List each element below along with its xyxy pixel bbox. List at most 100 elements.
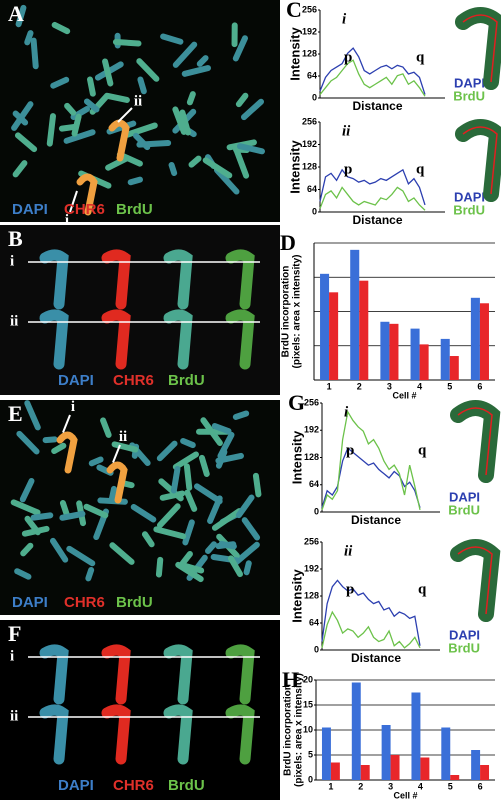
chromosome	[243, 560, 252, 576]
chromosome	[124, 122, 158, 138]
chromosome	[178, 562, 205, 574]
chromosome	[39, 704, 69, 765]
bar	[321, 727, 331, 780]
chromosome	[225, 704, 255, 765]
y-tick-label: 0	[312, 92, 317, 102]
chromosome	[42, 436, 58, 444]
stain-label: CHR6	[64, 594, 105, 611]
x-tick-label: 5	[448, 781, 453, 791]
legend-entry: BrdU	[448, 502, 480, 517]
chromosome	[50, 76, 70, 89]
x-tick-label: 4	[417, 381, 422, 391]
chromosome	[227, 555, 244, 578]
arrow-label: i	[65, 212, 69, 228]
chromosome	[127, 176, 144, 186]
chromosome	[188, 155, 202, 168]
x-tick-label: 2	[358, 781, 363, 791]
chromosome	[64, 102, 77, 116]
chromosome	[21, 525, 50, 537]
y-axis-label: Intensity	[289, 569, 304, 623]
bar	[360, 765, 370, 780]
chromosome	[179, 109, 192, 136]
chromosome	[109, 542, 135, 565]
chromosome	[101, 309, 131, 370]
y-tick-label: 128	[302, 48, 317, 58]
chromosome	[137, 76, 147, 95]
chromosome	[202, 157, 233, 179]
chromosome	[130, 503, 157, 523]
chromosome	[183, 463, 193, 491]
profile-line	[321, 447, 421, 508]
chromosome	[85, 566, 95, 582]
bar	[419, 344, 429, 380]
chromosome	[163, 249, 193, 310]
y-tick-label: 256	[304, 397, 319, 407]
chromosome	[213, 167, 240, 195]
x-tick-label: 1	[328, 781, 333, 791]
panel-letter: D	[280, 230, 296, 255]
y-axis-label: BrdU incorporation	[281, 266, 292, 358]
chromosome	[58, 123, 79, 132]
bar	[380, 321, 390, 380]
bar	[480, 765, 490, 780]
profile-line	[319, 47, 426, 95]
bar	[449, 356, 459, 380]
y-tick-label: 15	[303, 699, 313, 709]
chromosome	[225, 309, 255, 370]
bar	[470, 297, 480, 380]
stain-label: DAPI	[58, 372, 94, 389]
x-tick-label: 6	[478, 781, 483, 791]
stain-label: BrdU	[168, 372, 205, 389]
y-tick-label: 0	[308, 774, 313, 784]
y-tick-label: 64	[309, 479, 319, 489]
chromosome	[233, 146, 250, 179]
stain-label: DAPI	[58, 777, 94, 794]
chromosome	[184, 489, 198, 512]
x-tick-label: 2	[357, 381, 362, 391]
chromosome	[181, 65, 212, 77]
y-tick-label: 64	[307, 70, 317, 80]
bar	[450, 775, 460, 780]
chromosome	[59, 510, 86, 521]
chromosome	[252, 472, 262, 498]
subtitle: ii	[342, 123, 351, 139]
chromosome	[156, 440, 178, 462]
chromosome	[163, 309, 193, 370]
chromosome	[172, 106, 187, 135]
chromosome	[112, 38, 142, 47]
highlight-chromosome	[106, 461, 128, 504]
stain-label: BrdU	[116, 201, 153, 218]
annotation: q	[418, 442, 427, 458]
x-tick-label: 4	[418, 781, 423, 791]
y-tick-label: 192	[304, 425, 319, 435]
highlight-chromosome	[108, 119, 130, 162]
stain-label: BrdU	[168, 777, 205, 794]
bar	[411, 692, 421, 780]
bar	[410, 328, 420, 380]
bar	[330, 762, 340, 780]
bar	[320, 273, 330, 380]
chromosome	[24, 30, 34, 46]
chromosome	[66, 545, 96, 567]
chromosome	[11, 101, 34, 131]
bar	[420, 757, 430, 780]
chromosome	[240, 98, 265, 121]
chromosome	[14, 568, 32, 580]
y-axis-label: BrdU incorporation	[283, 684, 294, 776]
chromosome	[198, 454, 210, 477]
y-tick-label: 192	[304, 563, 319, 573]
bar	[351, 682, 361, 780]
x-tick-label: 3	[388, 781, 393, 791]
stain-label: CHR6	[113, 777, 154, 794]
panel-letter: B	[8, 226, 23, 251]
chromosome	[19, 478, 35, 503]
legend-entry: DAPI	[454, 75, 485, 90]
chromosome	[186, 91, 196, 106]
bar	[350, 249, 360, 380]
row-label: i	[10, 648, 14, 664]
chromosome	[235, 494, 255, 519]
chromosome	[39, 249, 69, 310]
chromosome	[170, 465, 181, 494]
annotation: q	[418, 581, 427, 597]
